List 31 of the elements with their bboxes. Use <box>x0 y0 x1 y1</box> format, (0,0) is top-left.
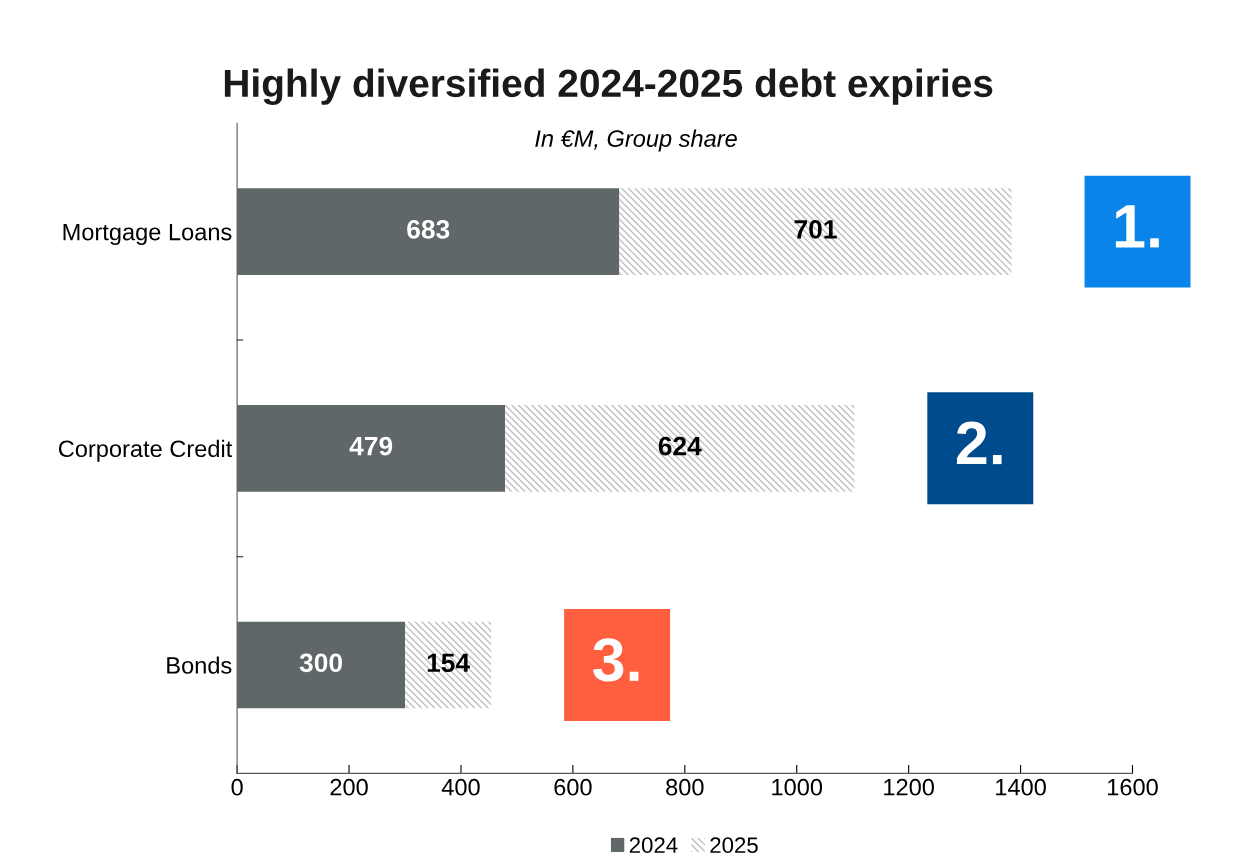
chart-title: Highly diversified 2024-2025 debt expiries <box>224 68 993 106</box>
bar <box>505 404 855 492</box>
data-label: 479 <box>349 436 393 456</box>
legend-label: 2025 <box>710 837 758 854</box>
y-tick-label: Corporate Credit <box>58 439 233 462</box>
bar <box>237 621 405 709</box>
bar <box>405 621 492 709</box>
annotation: 2. <box>956 421 1002 465</box>
annotation: 3. <box>593 638 639 682</box>
bar <box>237 188 620 275</box>
x-tick-label: 800 <box>666 778 704 796</box>
x-tick-label: 1600 <box>1108 778 1158 796</box>
x-tick-label: 600 <box>554 778 592 796</box>
y-tick-label: Bonds <box>167 656 232 674</box>
x-tick-label: 1400 <box>996 778 1046 796</box>
data-label: 624 <box>658 436 702 456</box>
bar <box>237 404 506 492</box>
legend-label: 2024 <box>629 837 678 854</box>
data-label: 154 <box>427 653 470 673</box>
bar <box>619 188 1012 275</box>
annotation: 1. <box>1115 205 1159 248</box>
x-tick-label: 400 <box>441 778 480 796</box>
x-tick-label: 0 <box>231 778 243 796</box>
x-tick-label: 1200 <box>884 778 934 796</box>
data-label: 683 <box>407 220 450 239</box>
chart-subtitle: In €M, Group share <box>535 129 737 152</box>
y-tick-label: Mortgage Loans <box>63 223 232 246</box>
data-label: 300 <box>299 653 342 673</box>
x-tick-label: 200 <box>330 778 368 796</box>
data-label: 701 <box>794 220 837 239</box>
x-tick-label: 1000 <box>772 778 823 796</box>
